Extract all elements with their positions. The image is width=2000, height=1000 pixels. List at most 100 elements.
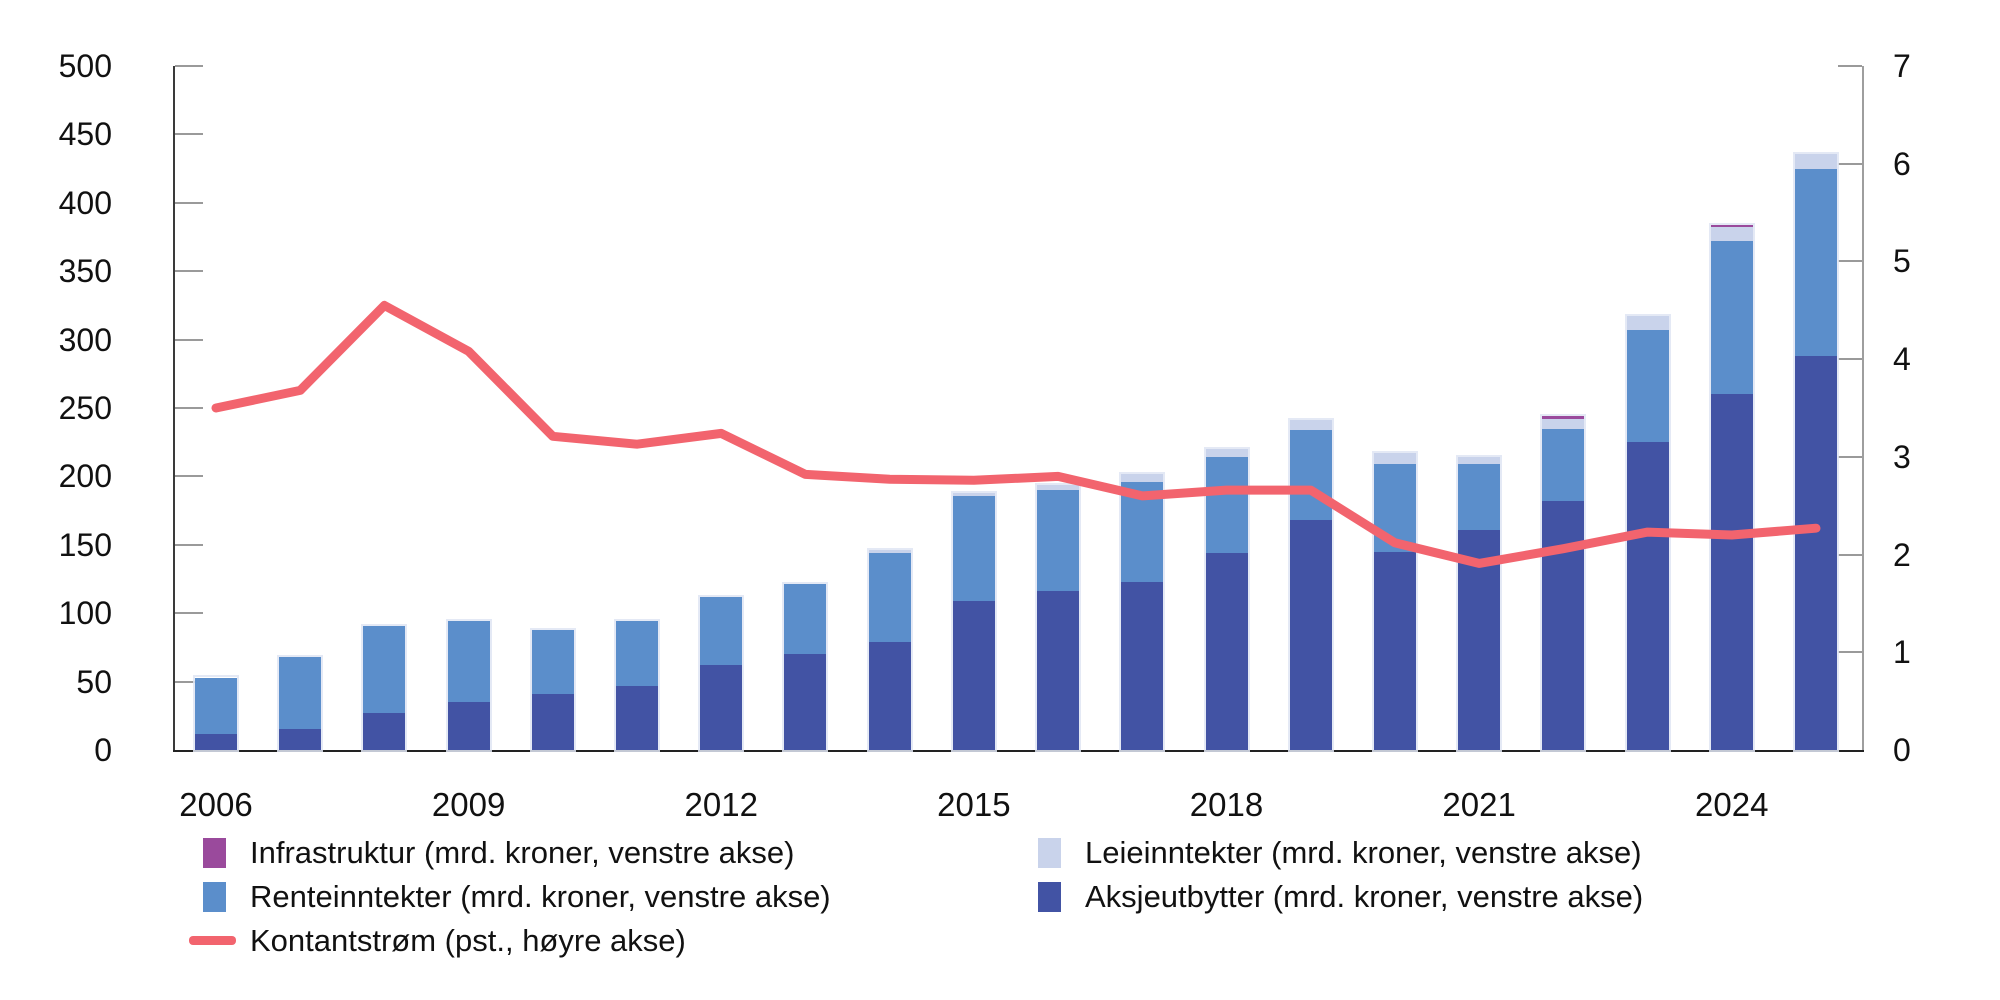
right-axis-tick-label: 3 [1893, 438, 1911, 475]
bar-segment-aksjeutbytter [1205, 553, 1248, 750]
year-bar-2024 [1708, 222, 1755, 752]
year-bar-2006 [193, 675, 239, 752]
right-axis-tick [1838, 358, 1862, 361]
left-axis-tick-label: 400 [58, 184, 112, 221]
bar-segment-renteinntekter [363, 625, 406, 714]
left-axis-tick [175, 543, 203, 546]
right-axis-tick [1838, 162, 1862, 165]
year-bar-2017 [1119, 471, 1166, 752]
left-axis-tick-label: 50 [76, 663, 112, 700]
left-axis-line [173, 66, 175, 750]
bar-segment-aksjeutbytter [195, 733, 237, 750]
left-axis-tick-label: 0 [94, 732, 112, 768]
right-axis-tick-label: 1 [1893, 634, 1911, 671]
x-axis-year-label: 2018 [1189, 786, 1264, 823]
left-axis-tick [175, 680, 203, 683]
legend-swatch-renteinntekter-box-icon [203, 882, 226, 912]
right-axis-tick [1838, 553, 1862, 556]
bar-segment-aksjeutbytter [952, 600, 995, 750]
right-axis-tick-label: 7 [1893, 48, 1911, 84]
x-axis-year-label: 2024 [1695, 786, 1769, 823]
bar-segment-renteinntekter [616, 621, 659, 686]
year-bar-2013 [782, 582, 829, 752]
bar-segment-renteinntekter [195, 677, 237, 734]
year-bar-2012 [698, 594, 745, 752]
right-axis-tick [1838, 65, 1862, 67]
bar-segment-renteinntekter [700, 596, 743, 666]
year-bar-2019 [1287, 418, 1334, 752]
right-axis-tick [1838, 260, 1862, 263]
legend-label-kontantstrom: Kontantstrøm (pst., høyre akse) [250, 923, 686, 958]
legend-swatch-infrastruktur-box-icon [203, 838, 226, 868]
bar-segment-renteinntekter [784, 584, 827, 655]
bar-segment-renteinntekter [447, 621, 490, 703]
legend-swatch-kontantstrom-line-icon [189, 936, 236, 945]
left-axis-tick-label: 150 [58, 526, 112, 563]
bar-segment-aksjeutbytter [616, 685, 659, 750]
left-axis-tick-label: 250 [58, 390, 112, 426]
left-axis-tick [175, 612, 203, 615]
bar-segment-leieinntekter [1458, 457, 1501, 465]
bar-segment-renteinntekter [1458, 464, 1501, 530]
year-bar-2022 [1540, 414, 1587, 752]
x-axis-year-label: 2006 [179, 786, 253, 823]
bar-segment-aksjeutbytter [1626, 442, 1669, 750]
right-axis-tick-label: 2 [1893, 536, 1911, 573]
left-axis-tick [175, 201, 203, 204]
x-axis-year-label: 2012 [684, 786, 758, 823]
left-axis-tick-label: 500 [58, 48, 112, 84]
bar-segment-leieinntekter [1710, 227, 1753, 242]
year-bar-2021 [1456, 455, 1503, 752]
bar-segment-leieinntekter [1542, 418, 1585, 429]
bar-segment-renteinntekter [1037, 490, 1080, 592]
bar-segment-leieinntekter [1794, 153, 1837, 169]
year-bar-2016 [1035, 482, 1082, 752]
bar-segment-aksjeutbytter [784, 654, 827, 750]
bar-segment-infrastruktur [1542, 416, 1585, 419]
bar-segment-renteinntekter [868, 553, 911, 642]
bar-segment-aksjeutbytter [1542, 501, 1585, 750]
bar-segment-aksjeutbytter [700, 665, 743, 750]
bar-segment-aksjeutbytter [1121, 581, 1164, 750]
right-axis-tick [1838, 651, 1862, 654]
bar-segment-renteinntekter [1626, 330, 1669, 443]
bar-segment-leieinntekter [952, 492, 995, 496]
bar-segment-aksjeutbytter [868, 641, 911, 750]
bar-segment-leieinntekter [868, 550, 911, 553]
left-axis-tick [175, 475, 203, 478]
year-bar-2011 [614, 619, 661, 752]
bar-segment-renteinntekter [1205, 457, 1248, 553]
x-axis-year-label: 2009 [431, 786, 506, 823]
year-bar-2023 [1624, 314, 1671, 752]
bar-segment-aksjeutbytter [1710, 394, 1753, 750]
bar-segment-renteinntekter [1542, 428, 1585, 502]
legend-swatch-aksjeutbytter-box-icon [1038, 882, 1061, 912]
year-bar-2018 [1203, 447, 1250, 752]
year-bar-2020 [1371, 451, 1418, 752]
left-axis-tick-label: 200 [58, 458, 112, 495]
bar-segment-renteinntekter [1289, 429, 1332, 521]
x-axis-year-label: 2015 [937, 786, 1011, 823]
bar-segment-renteinntekter [531, 629, 574, 694]
bar-segment-aksjeutbytter [1794, 356, 1837, 750]
bar-segment-renteinntekter [1373, 464, 1416, 552]
bar-segment-leieinntekter [1626, 316, 1669, 331]
bar-segment-aksjeutbytter [363, 713, 406, 750]
bar-segment-leieinntekter [1037, 484, 1080, 491]
legend-swatch-leieinntekter-box-icon [1038, 838, 1061, 868]
right-axis-tick-label: 0 [1893, 732, 1911, 768]
left-axis-tick-label: 100 [58, 595, 112, 632]
year-bar-2007 [277, 654, 324, 752]
bar-segment-leieinntekter [1289, 420, 1332, 430]
bar-segment-aksjeutbytter [1373, 551, 1416, 750]
bar-segment-renteinntekter [279, 656, 322, 730]
year-bar-2009 [445, 619, 492, 752]
left-axis-tick [175, 407, 203, 409]
legend-label-renteinntekter: Renteinntekter (mrd. kroner, venstre aks… [250, 879, 831, 914]
bar-segment-aksjeutbytter [1458, 529, 1501, 750]
left-axis-tick [175, 133, 203, 136]
year-bar-2010 [529, 627, 576, 752]
legend-label-infrastruktur: Infrastruktur (mrd. kroner, venstre akse… [250, 835, 795, 870]
bar-segment-aksjeutbytter [531, 693, 574, 750]
